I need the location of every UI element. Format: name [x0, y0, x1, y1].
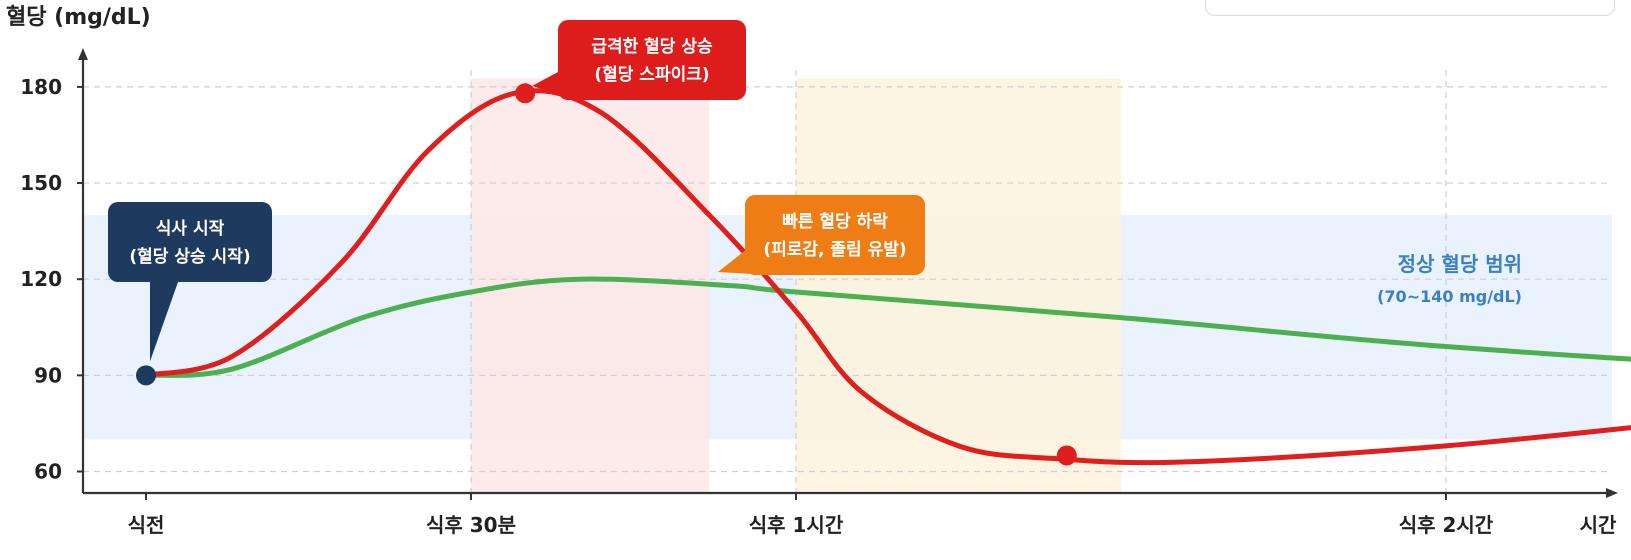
data-point-marker-0: [136, 365, 156, 386]
callout-tail-0: [150, 282, 178, 362]
callout-text: 빠른 혈당 하락: [782, 211, 888, 232]
data-point-marker-2: [1056, 445, 1077, 466]
x-tick-label: 식후 2시간: [1399, 513, 1494, 537]
callout-box-0: [108, 202, 272, 282]
legend-box: [1205, 0, 1615, 16]
callout-tail-1: [532, 72, 558, 94]
data-point-marker-1: [515, 83, 536, 104]
callout-1: 급격한 혈당 상승 (혈당 스파이크): [532, 20, 746, 100]
callout-box-2: [745, 195, 925, 275]
normal-range-label: 정상 혈당 범위: [1398, 252, 1522, 276]
series-line-1: [143, 276, 1631, 378]
y-axis-arrow: [78, 48, 88, 60]
callout-text: (혈당 상승 시작): [129, 246, 250, 267]
callout-text: 식사 시작: [156, 219, 225, 239]
callout-text: 급격한 혈당 상승: [591, 36, 713, 57]
callout-2: 빠른 혈당 하락 (피로감, 졸림 유발): [718, 195, 925, 275]
callout-text: (혈당 스파이크): [594, 64, 709, 85]
x-axis-end-label: 시간: [1580, 513, 1617, 537]
series-line-0: [143, 88, 1631, 466]
y-tick-label: 90: [34, 363, 62, 387]
y-tick-label: 120: [20, 267, 62, 291]
highlight-band-1: [795, 78, 1121, 494]
y-tick-label: 60: [34, 460, 62, 484]
x-axis-arrow: [1606, 488, 1618, 498]
y-axis-title: 혈당 (mg/dL): [6, 5, 151, 30]
callout-text: (피로감, 졸림 유발): [763, 240, 906, 260]
x-tick-label: 식후 30분: [426, 513, 516, 537]
y-tick-label: 180: [20, 75, 62, 99]
callout-0: 식사 시작 (혈당 상승 시작): [108, 202, 272, 362]
y-tick-label: 150: [20, 171, 62, 195]
normal-range-sublabel: (70~140 mg/dL): [1377, 287, 1522, 306]
callout-box-1: [558, 20, 746, 100]
x-tick-label: 식후 1시간: [749, 513, 844, 537]
x-tick-label: 식전: [128, 513, 165, 537]
